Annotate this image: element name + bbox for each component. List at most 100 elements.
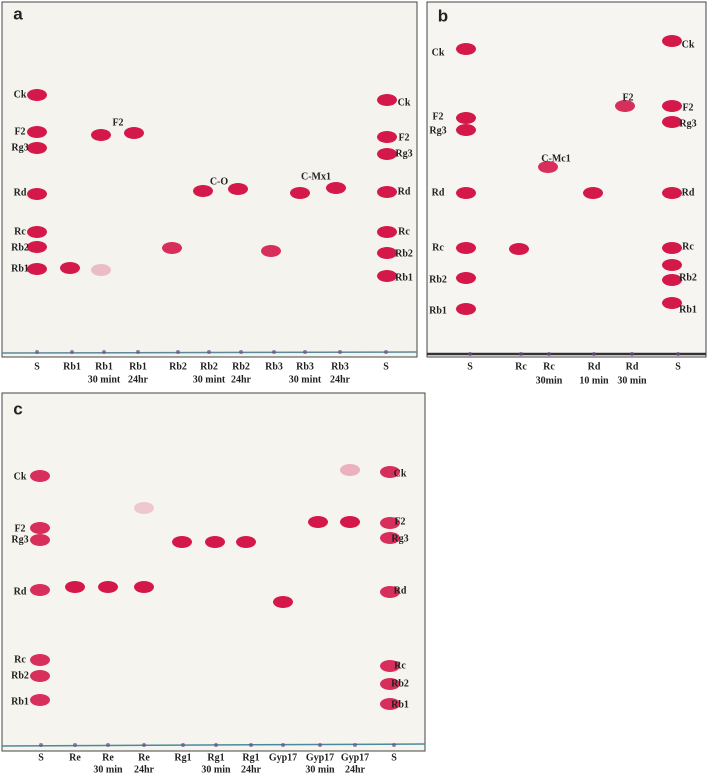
spot — [380, 532, 400, 544]
lane-label: 24hr — [345, 764, 366, 774]
standard-label: Rb2 — [11, 670, 29, 681]
origin-dot — [102, 350, 106, 354]
standard-label: Rb1 — [429, 305, 447, 316]
spot — [27, 241, 47, 253]
spot — [538, 161, 558, 173]
origin-dot — [35, 350, 39, 354]
standard-label: F2 — [394, 516, 405, 527]
standard-label: F2 — [14, 523, 25, 534]
lane-label: Rb1 — [63, 361, 81, 372]
spot — [662, 35, 682, 47]
spot — [377, 270, 397, 282]
lane-label: 24hr — [241, 764, 262, 774]
lane-label: Rb2 — [200, 361, 218, 372]
spot — [615, 100, 635, 112]
origin-dot — [630, 352, 634, 356]
spot — [162, 242, 182, 254]
standard-label: Ck — [398, 97, 411, 108]
lane-label: 30 mint — [193, 374, 226, 385]
origin-dot — [142, 743, 146, 747]
standard-label: Rd — [432, 187, 445, 198]
spot — [662, 259, 682, 271]
standard-label: Rb2 — [395, 248, 413, 259]
standard-label: Rb1 — [11, 696, 29, 707]
origin-dot — [353, 743, 357, 747]
lane-label: 24hr — [330, 374, 351, 385]
spot — [340, 516, 360, 528]
lane-label: 10 min — [579, 375, 609, 386]
product-label: C-Mc1 — [541, 153, 570, 164]
origin-dot — [384, 350, 388, 354]
spot — [261, 245, 281, 257]
panel-label: c — [13, 399, 22, 418]
spot — [377, 94, 397, 106]
lane-label: 30 mint — [289, 374, 322, 385]
spot — [60, 262, 80, 274]
standard-label: Ck — [432, 47, 445, 58]
spot — [377, 226, 397, 238]
spot — [380, 466, 400, 478]
lane-label: 24hr — [128, 374, 149, 385]
lane-label: 30 mint — [88, 374, 121, 385]
spot — [456, 112, 476, 124]
lane-label: Rb3 — [331, 361, 349, 372]
spot — [228, 183, 248, 195]
lane-label: Rb3 — [296, 361, 314, 372]
standard-label: Rb2 — [679, 272, 697, 283]
standard-label: Rd — [398, 186, 411, 197]
spot — [509, 243, 529, 255]
spot — [456, 124, 476, 136]
standard-label: Rb2 — [11, 242, 29, 253]
spot — [30, 584, 50, 596]
origin-dot — [519, 352, 523, 356]
standard-label: F2 — [682, 102, 693, 113]
origin-dot — [676, 352, 680, 356]
origin-dot — [39, 743, 43, 747]
standard-label: Rc — [14, 654, 26, 665]
standard-label: F2 — [432, 111, 443, 122]
standard-label: Rc — [398, 226, 410, 237]
lane-label: Re — [138, 752, 150, 763]
product-label: F2 — [112, 117, 123, 128]
plate-b — [426, 1, 707, 358]
lane-label: S — [34, 361, 40, 372]
origin-dot — [281, 743, 285, 747]
origin-dot — [592, 352, 596, 356]
spot — [662, 297, 682, 309]
panel-label: b — [438, 6, 448, 25]
spot — [456, 242, 476, 254]
spot — [65, 581, 85, 593]
spot — [662, 100, 682, 112]
standard-label: Rc — [682, 241, 694, 252]
lane-label: S — [675, 361, 681, 372]
standard-label: F2 — [398, 132, 409, 143]
lane-label: Rb2 — [232, 361, 250, 372]
standard-label: Rc — [394, 660, 406, 671]
spot — [193, 185, 213, 197]
standard-label: Ck — [14, 89, 27, 100]
panel-label: a — [13, 4, 23, 23]
product-label: C-Mx1 — [301, 171, 331, 182]
lane-label: Rg1 — [174, 752, 191, 763]
standard-label: Rg3 — [11, 142, 28, 153]
spot — [30, 470, 50, 482]
spot — [205, 536, 225, 548]
spot — [30, 522, 50, 534]
spot — [27, 263, 47, 275]
product-label: F2 — [622, 92, 633, 103]
spot — [377, 186, 397, 198]
spot — [380, 678, 400, 690]
origin-dot — [272, 350, 276, 354]
origin-dot — [547, 352, 551, 356]
lane-label: 30min — [536, 375, 563, 386]
spot — [340, 464, 360, 476]
spot — [662, 274, 682, 286]
standard-label: Rg3 — [395, 148, 412, 159]
spot — [172, 536, 192, 548]
spot — [91, 264, 111, 276]
spot — [308, 516, 328, 528]
standard-label: Ck — [14, 471, 27, 482]
standard-label: Rg3 — [391, 533, 408, 544]
spot — [30, 670, 50, 682]
standard-label: Rg3 — [429, 125, 446, 136]
